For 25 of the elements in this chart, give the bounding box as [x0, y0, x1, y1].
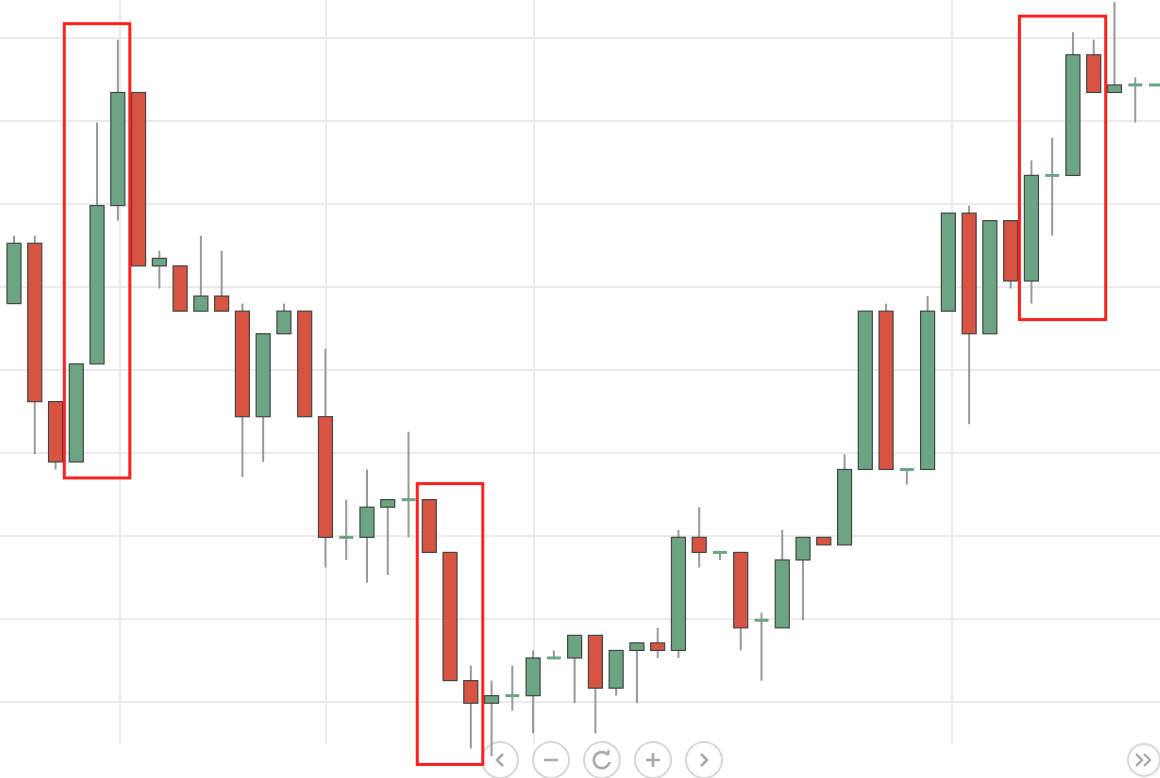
candlestick: [898, 467, 916, 486]
candlestick: [337, 498, 355, 561]
candlestick: [400, 430, 418, 539]
candlestick: [1126, 76, 1144, 124]
candlestick: [151, 249, 167, 290]
candlestick: [463, 664, 479, 750]
candlestick: [650, 626, 666, 659]
candlestick: [503, 664, 521, 712]
candlestick: [608, 649, 624, 697]
candlestick: [752, 611, 770, 682]
candlestick: [691, 506, 707, 569]
candlestick: [795, 536, 811, 622]
candlestick: [629, 641, 645, 705]
candlestick: [1043, 136, 1061, 237]
candlestick: [380, 498, 396, 577]
candlestick: [172, 265, 188, 312]
candlestick: [1106, 1, 1123, 94]
candlestick: [567, 634, 583, 705]
candlestick: [359, 468, 375, 584]
candlestick: [214, 249, 230, 313]
candlestick: [483, 679, 500, 757]
candlestick: [1086, 38, 1102, 94]
candlestick: [525, 649, 541, 735]
candlestick: [193, 234, 209, 313]
candlestick: [276, 302, 292, 335]
